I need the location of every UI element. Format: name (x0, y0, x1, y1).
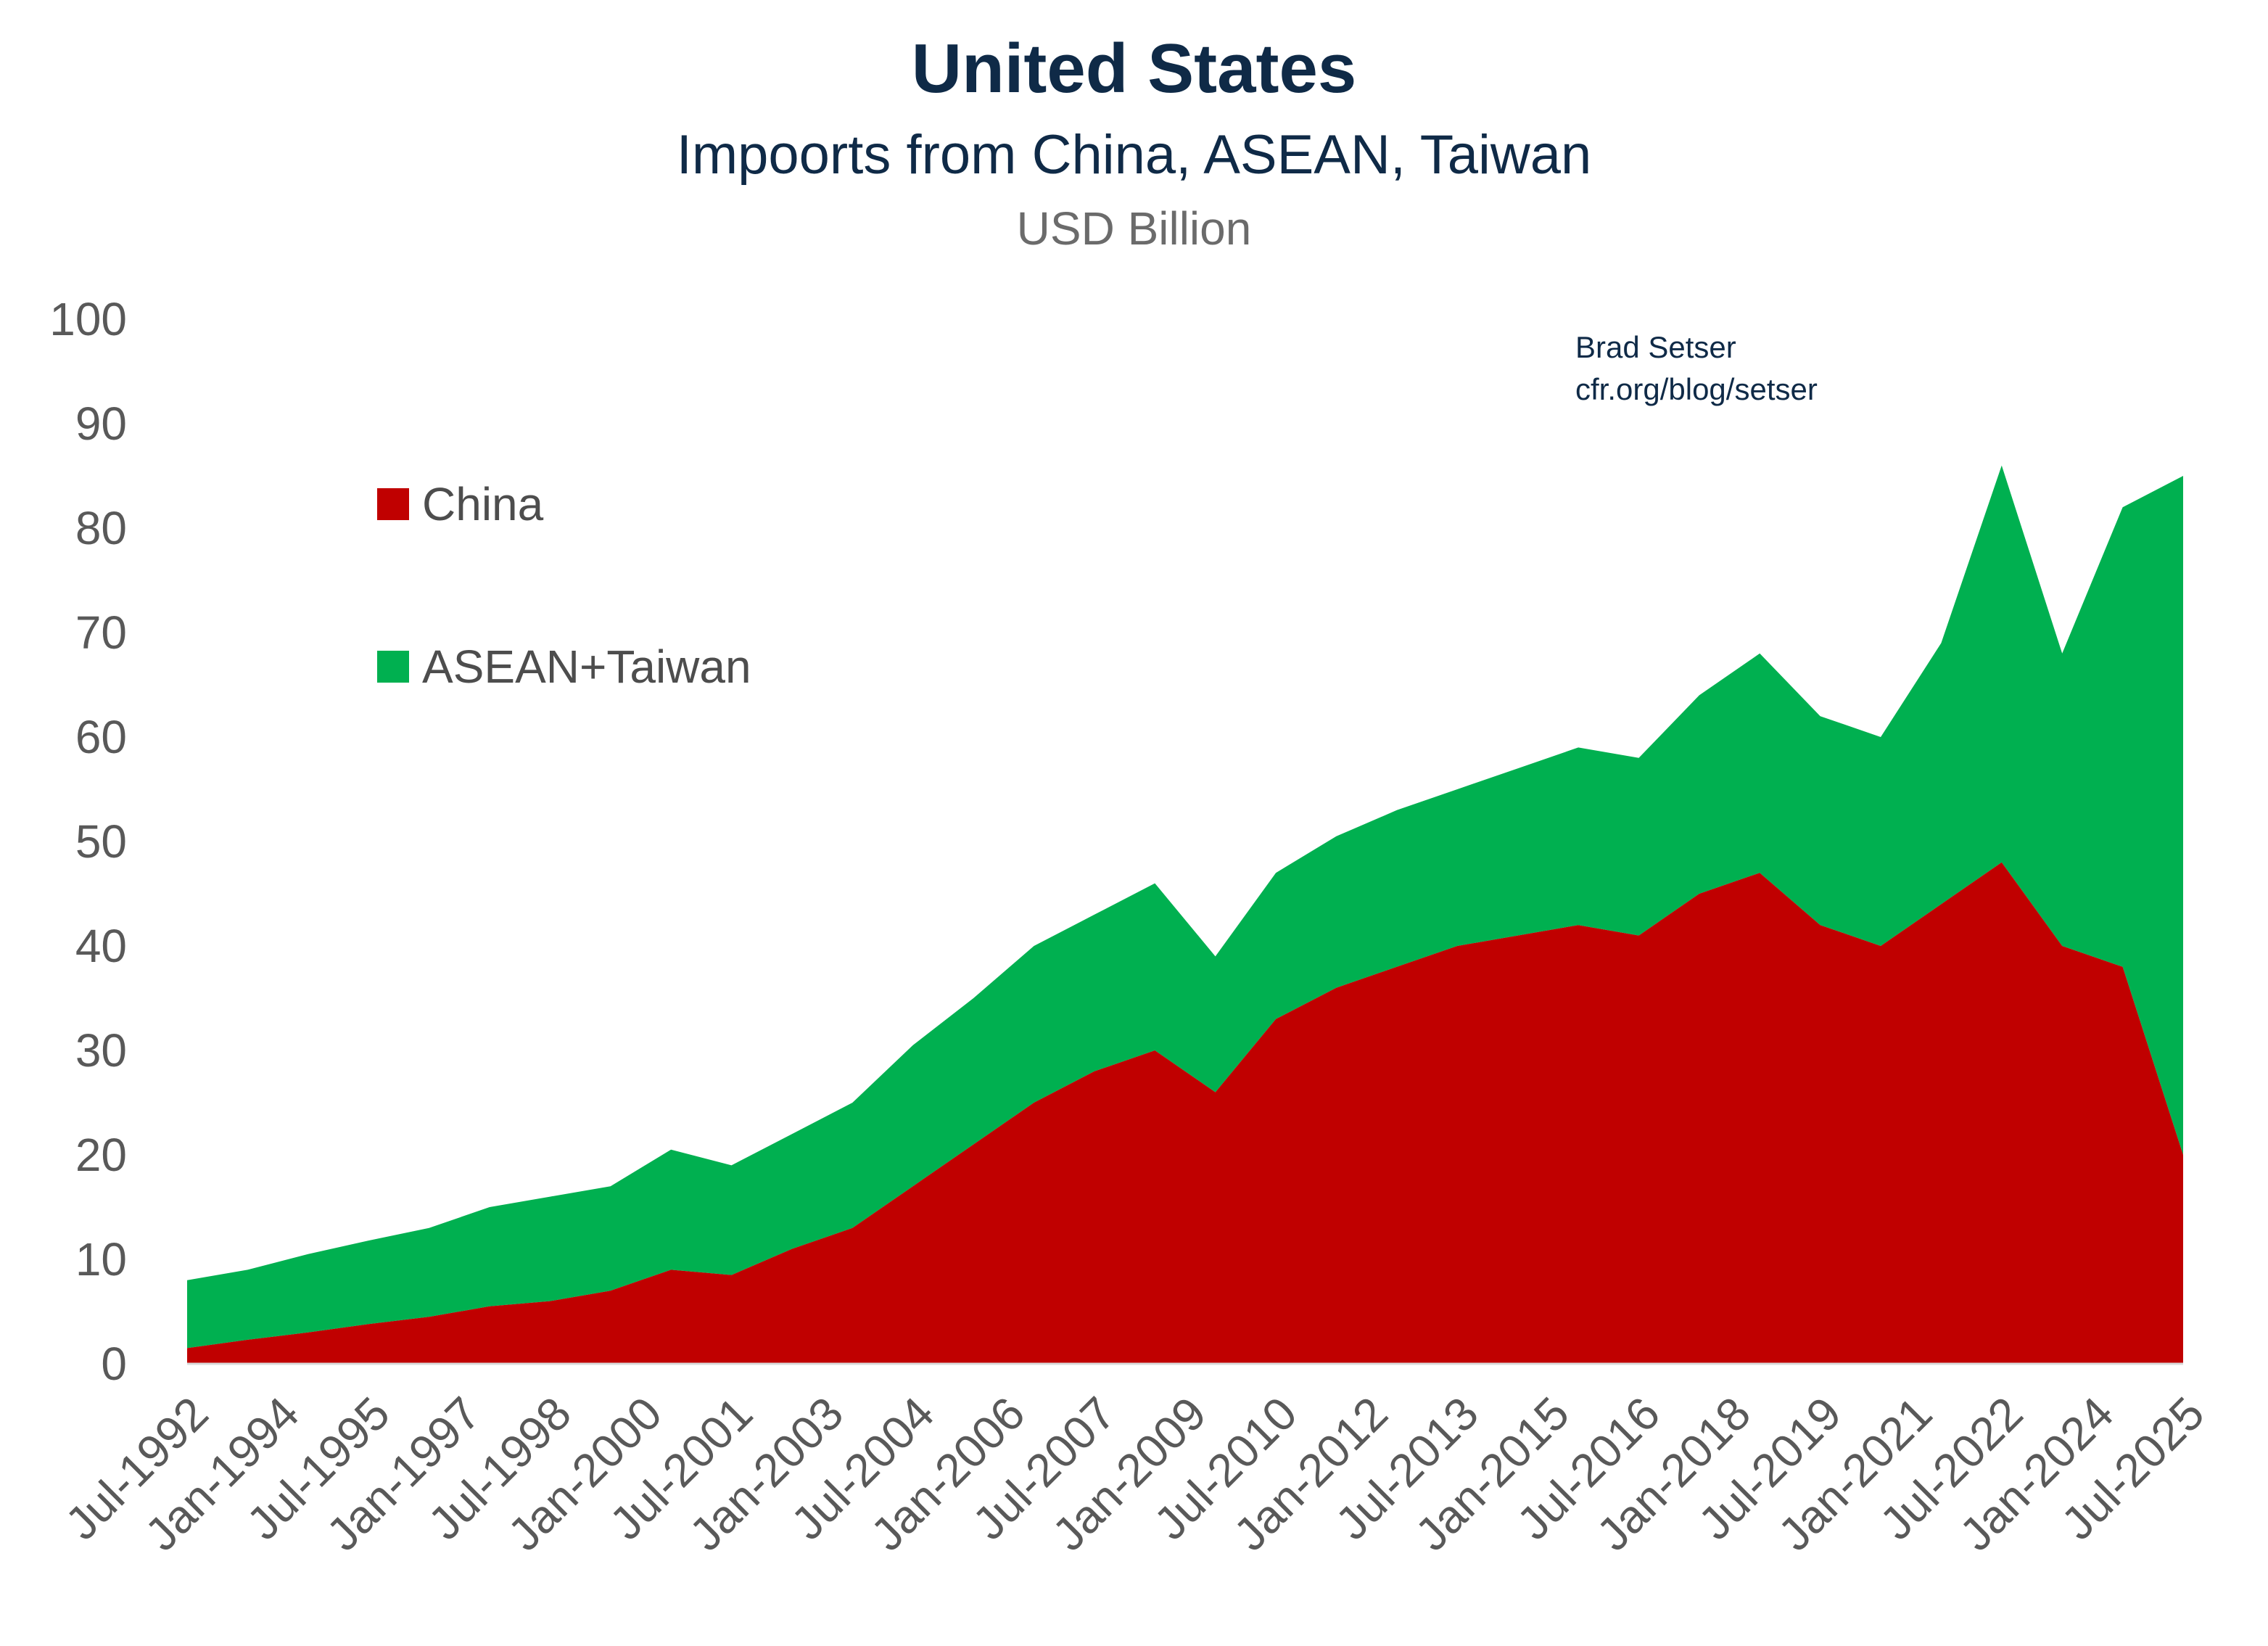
y-tick-label: 70 (75, 606, 127, 659)
legend-swatch-asean-taiwan (377, 651, 409, 683)
legend-item-china: China (377, 477, 543, 531)
y-tick-label: 40 (75, 920, 127, 972)
y-tick-label: 60 (75, 711, 127, 763)
credit: Brad Setser cfr.org/blog/setser (1575, 326, 1818, 411)
area-china (187, 862, 2183, 1364)
y-tick-label: 90 (75, 398, 127, 450)
legend-label-china: China (422, 478, 544, 530)
y-tick-label: 100 (49, 293, 127, 345)
chart-title: United States (911, 30, 1357, 107)
y-tick-label: 10 (75, 1233, 127, 1285)
x-axis: Jul-1992Jan-1994Jul-1995Jan-1997Jul-1998… (55, 1387, 2214, 1561)
y-tick-label: 80 (75, 502, 127, 554)
y-tick-label: 50 (75, 815, 127, 868)
y-tick-label: 20 (75, 1129, 127, 1181)
y-tick-label: 30 (75, 1024, 127, 1077)
credit-url: cfr.org/blog/setser (1575, 372, 1818, 406)
plot-area (187, 465, 2183, 1364)
y-tick-label: 0 (101, 1338, 127, 1390)
legend-swatch-china (377, 488, 409, 520)
chart-units: USD Billion (1016, 202, 1252, 255)
area-asean-taiwan (187, 465, 2183, 1349)
credit-author: Brad Setser (1575, 330, 1736, 364)
y-axis: 0 10 20 30 40 50 60 70 80 90 100 (49, 293, 127, 1390)
legend-label-asean-taiwan: ASEAN+Taiwan (422, 641, 751, 693)
legend-item-asean-taiwan: ASEAN+Taiwan (377, 640, 751, 694)
chart-subtitle: Impoorts from China, ASEAN, Taiwan (676, 124, 1592, 186)
